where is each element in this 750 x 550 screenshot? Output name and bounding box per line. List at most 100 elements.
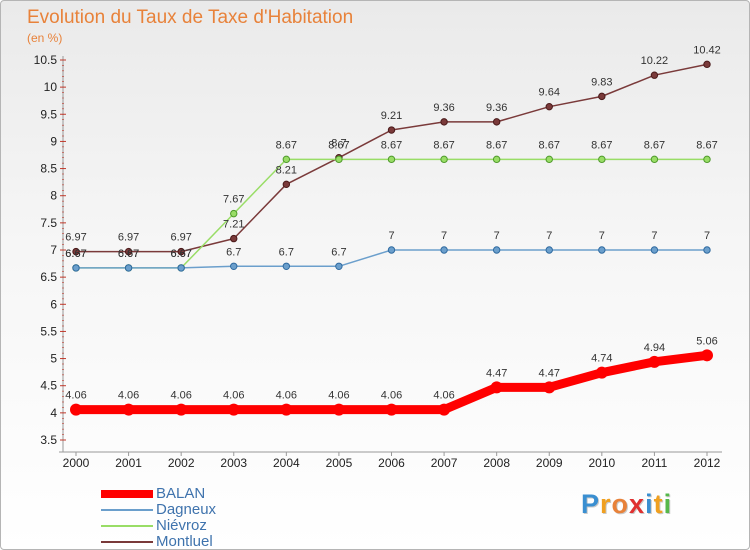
data-label-montluel: 6.97 — [118, 232, 139, 244]
data-point-balan — [595, 366, 608, 379]
data-point-dagneux — [492, 246, 501, 254]
data-point-dagneux — [598, 246, 606, 254]
x-tick-label: 2000 — [63, 456, 90, 470]
data-label-montluel: 7.21 — [223, 219, 244, 231]
legend-swatch — [101, 541, 153, 543]
y-tick-label: 4 — [50, 406, 57, 420]
data-point-montluel — [492, 118, 501, 126]
data-label-niévroz: 8.67 — [328, 139, 349, 151]
x-tick-label: 2012 — [694, 456, 721, 470]
data-label-montluel: 8.7 — [331, 138, 346, 150]
data-label-dagneux: 7 — [441, 230, 447, 242]
unit-label: (en %) — [27, 31, 63, 45]
data-label-balan: 5.06 — [696, 335, 717, 347]
data-point-balan — [332, 403, 345, 416]
data-label-balan: 4.06 — [223, 390, 244, 402]
data-point-montluel — [650, 71, 659, 79]
data-label-dagneux: 7 — [704, 230, 710, 242]
data-point-niévroz — [440, 155, 448, 164]
data-label-montluel: 10.22 — [641, 55, 669, 67]
y-tick-label: 7.5 — [40, 216, 57, 230]
data-point-montluel — [387, 126, 396, 134]
x-tick-label: 2006 — [378, 456, 405, 470]
data-point-dagneux — [72, 264, 80, 272]
data-point-dagneux — [230, 262, 238, 270]
data-label-montluel: 9.64 — [539, 87, 560, 99]
legend-label: Montluel — [156, 533, 213, 550]
y-tick-label: 6.5 — [40, 270, 57, 284]
logo-letter: i — [645, 489, 654, 519]
data-point-balan — [70, 403, 82, 416]
data-label-montluel: 8.21 — [276, 164, 297, 176]
data-label-montluel: 6.97 — [170, 232, 191, 244]
data-point-balan — [122, 403, 135, 416]
data-label-niévroz: 8.67 — [276, 139, 297, 151]
data-point-niévroz — [598, 155, 606, 164]
data-point-niévroz — [492, 155, 501, 164]
data-label-balan: 4.06 — [328, 390, 349, 402]
data-point-balan — [701, 349, 713, 362]
data-point-dagneux — [124, 264, 133, 272]
data-point-niévroz — [387, 155, 396, 164]
data-label-niévroz: 8.67 — [433, 139, 454, 151]
data-point-balan — [438, 403, 451, 416]
data-label-dagneux: 7 — [546, 230, 552, 242]
x-tick-label: 2002 — [168, 456, 195, 470]
data-point-dagneux — [282, 262, 291, 270]
data-label-dagneux: 6.7 — [279, 246, 294, 258]
chart-title: Evolution du Taux de Taxe d'Habitation — [27, 7, 354, 28]
logo-letter: x — [629, 489, 646, 519]
x-tick-label: 2008 — [483, 456, 510, 470]
data-point-dagneux — [545, 246, 553, 254]
data-label-dagneux: 7 — [599, 230, 605, 242]
y-tick-label: 5.5 — [40, 324, 57, 338]
data-label-balan: 4.06 — [118, 390, 139, 402]
data-point-niévroz — [230, 209, 238, 218]
x-tick-label: 2003 — [220, 456, 247, 470]
x-tick-label: 2005 — [326, 456, 353, 470]
data-point-montluel — [440, 118, 448, 126]
y-tick-label: 9.5 — [40, 107, 57, 121]
legend-swatch — [101, 490, 153, 498]
data-point-montluel — [72, 247, 80, 256]
data-label-montluel: 10.42 — [693, 44, 721, 56]
data-label-niévroz: 8.67 — [486, 139, 507, 151]
y-tick-label: 4.5 — [40, 379, 57, 393]
data-point-montluel — [703, 60, 711, 69]
data-point-balan — [385, 403, 398, 416]
data-point-dagneux — [440, 246, 448, 254]
legend-swatch — [101, 525, 153, 527]
data-label-niévroz: 8.67 — [644, 139, 665, 151]
data-label-dagneux: 7 — [651, 230, 657, 242]
y-tick-label: 5 — [50, 352, 57, 366]
data-label-balan: 4.74 — [591, 353, 612, 365]
data-point-balan — [543, 381, 556, 394]
data-point-dagneux — [387, 246, 396, 254]
legend-swatch — [101, 509, 153, 511]
data-point-niévroz — [545, 155, 553, 164]
data-label-montluel: 9.36 — [486, 102, 507, 114]
legend-label: BALAN — [156, 485, 206, 502]
data-label-niévroz: 8.67 — [539, 139, 560, 151]
y-tick-label: 10.5 — [34, 53, 58, 67]
data-point-montluel — [177, 247, 185, 256]
data-point-niévroz — [650, 155, 659, 164]
data-label-balan: 4.06 — [381, 390, 402, 402]
x-tick-label: 2004 — [273, 456, 300, 470]
data-label-dagneux: 6.67 — [170, 248, 191, 260]
data-point-balan — [280, 403, 293, 416]
y-tick-label: 9 — [50, 134, 57, 148]
data-label-balan: 4.47 — [539, 367, 560, 379]
data-label-montluel: 9.83 — [591, 76, 612, 88]
data-point-balan — [648, 355, 661, 368]
data-point-montluel — [598, 92, 606, 101]
data-label-niévroz: 6.67 — [65, 248, 86, 260]
data-label-dagneux: 6.7 — [226, 246, 241, 258]
data-point-niévroz — [335, 155, 343, 164]
data-label-niévroz: 7.67 — [223, 194, 244, 206]
data-point-balan — [175, 403, 188, 416]
data-point-dagneux — [650, 246, 659, 254]
logo-letter: o — [611, 489, 630, 519]
